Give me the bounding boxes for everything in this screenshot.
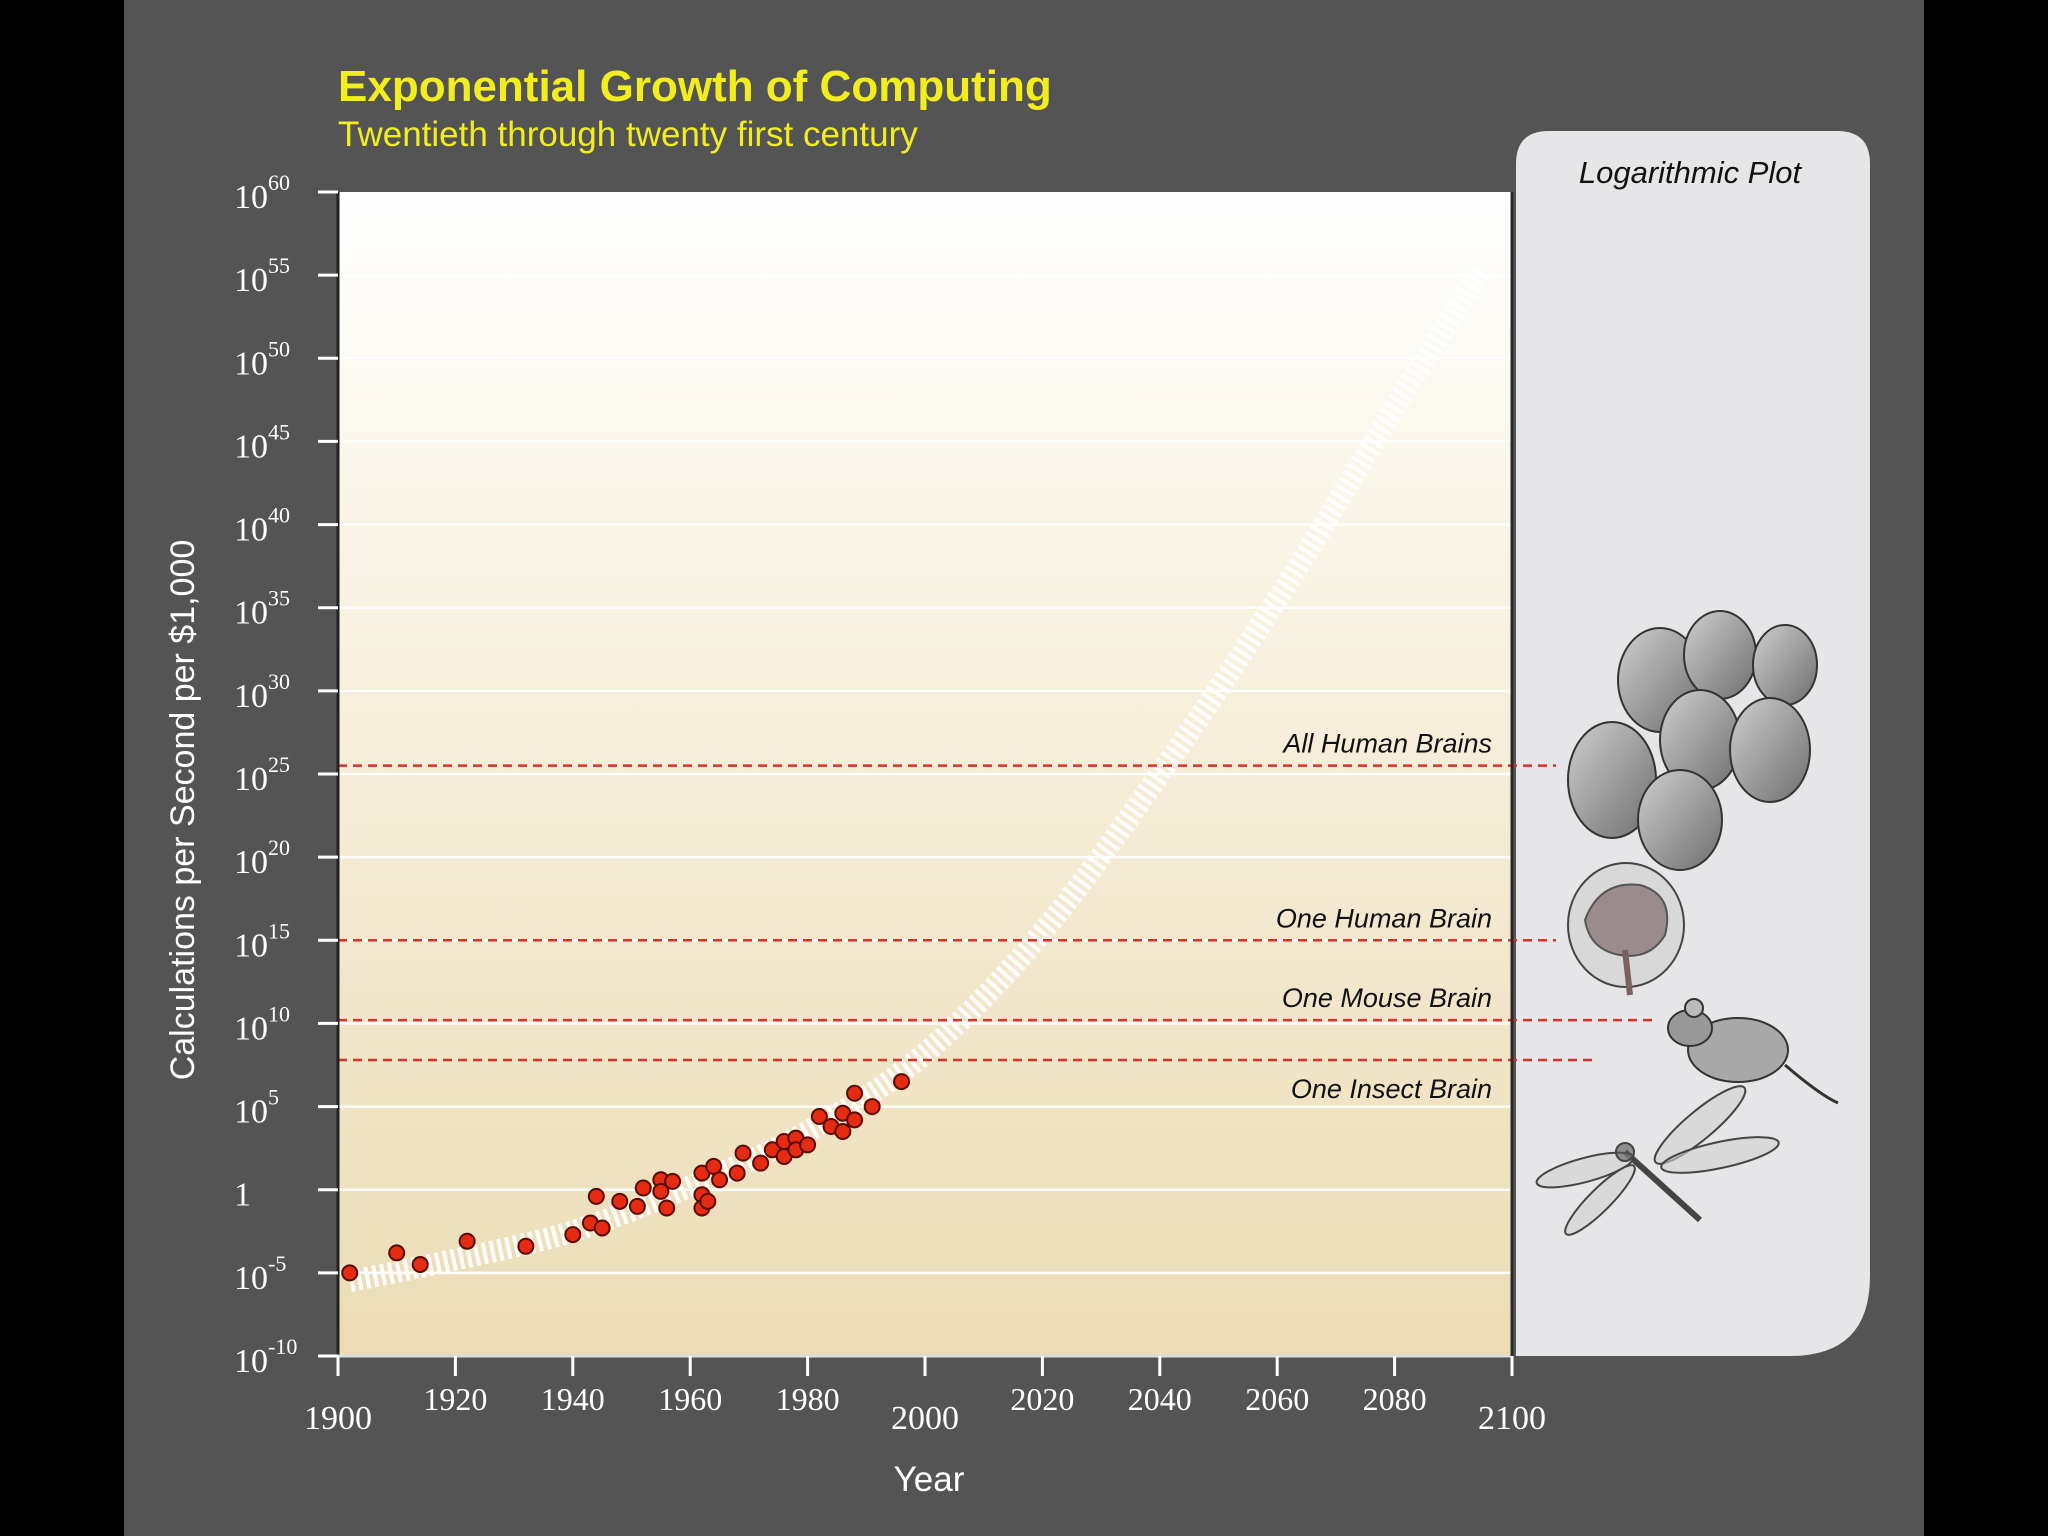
x-tick-label: 2020 (1010, 1381, 1074, 1417)
y-tick-label: 1030 (234, 669, 290, 715)
y-tick-label: 10-5 (234, 1251, 286, 1297)
y-tick-label: 1020 (234, 835, 290, 881)
data-point (711, 1171, 729, 1189)
reference-line-label: One Human Brain (1276, 903, 1492, 933)
y-tick-label: 1 (234, 1177, 251, 1214)
human-heads-illustration (1567, 610, 1818, 871)
data-point (728, 1164, 746, 1182)
data-point (834, 1123, 852, 1141)
data-point (652, 1182, 670, 1200)
human-brain-head-illustration (1567, 862, 1685, 996)
data-point (411, 1256, 429, 1274)
data-point (458, 1232, 476, 1250)
x-tick-label: 2080 (1363, 1381, 1427, 1417)
data-point (893, 1073, 911, 1091)
x-ticks: 1900 2000 2100 1920 1940 1960 1980 2020 2040 2060… (304, 1356, 1546, 1437)
x-tick-label: 2000 (891, 1400, 959, 1437)
x-tick-label: 1960 (658, 1381, 722, 1417)
x-axis-label: Year (894, 1460, 965, 1499)
y-tick-label: 105 (234, 1085, 279, 1131)
x-tick-label: 2100 (1478, 1400, 1546, 1437)
y-tick-label: 1060 (234, 170, 290, 216)
y-tick-label: 1040 (234, 503, 290, 549)
data-point (634, 1179, 652, 1197)
x-tick-label: 1940 (541, 1381, 605, 1417)
y-tick-label: 1045 (234, 419, 290, 465)
x-tick-label: 1900 (304, 1400, 372, 1437)
y-tick-label: 1015 (234, 918, 290, 964)
x-tick-label: 2040 (1128, 1381, 1192, 1417)
chart-title: Exponential Growth of Computing (338, 62, 1052, 111)
chart-subtitle: Twentieth through twenty first century (338, 115, 918, 154)
y-tick-label: 10-10 (234, 1334, 297, 1380)
data-point (810, 1108, 828, 1126)
data-point (564, 1226, 582, 1244)
data-point (799, 1136, 817, 1154)
y-tick-label: 1050 (234, 336, 290, 382)
reference-line-label: One Insect Brain (1291, 1074, 1492, 1104)
reference-line-label: One Mouse Brain (1282, 983, 1492, 1013)
side-panel-title: Logarithmic Plot (1579, 155, 1803, 190)
data-point (611, 1192, 629, 1210)
data-point (664, 1172, 682, 1190)
data-point (699, 1192, 717, 1210)
y-tick-label: 1035 (234, 586, 290, 632)
y-ticks: 1060 1055 1050 1045 1040 1035 1030 1025 1020 1015… (234, 170, 338, 1380)
reference-lines: All Human Brains One Human Brain One Mouse… (338, 729, 1656, 1104)
data-point (658, 1199, 676, 1217)
data-point (593, 1219, 611, 1237)
data-point (734, 1144, 752, 1162)
data-point (846, 1111, 864, 1129)
gridlines (338, 273, 1512, 1275)
y-tick-label: 1010 (234, 1001, 290, 1047)
x-tick-label: 1980 (776, 1381, 840, 1417)
data-point (587, 1187, 605, 1205)
y-tick-label: 1055 (234, 253, 290, 299)
mouse-illustration (1667, 998, 1839, 1105)
data-point (341, 1264, 359, 1282)
data-points (341, 1073, 911, 1282)
data-point (517, 1237, 535, 1255)
data-point (752, 1154, 770, 1172)
dragonfly-illustration (1535, 1085, 1780, 1236)
data-point (846, 1084, 864, 1102)
y-axis-label: Calculations per Second per $1,000 (164, 540, 202, 1081)
reference-line-label: All Human Brains (1281, 729, 1492, 759)
x-tick-label: 2060 (1245, 1381, 1309, 1417)
data-point (628, 1197, 646, 1215)
x-tick-label: 1920 (423, 1381, 487, 1417)
data-point (388, 1244, 406, 1262)
y-tick-label: 1025 (234, 752, 290, 798)
data-point (863, 1098, 881, 1116)
